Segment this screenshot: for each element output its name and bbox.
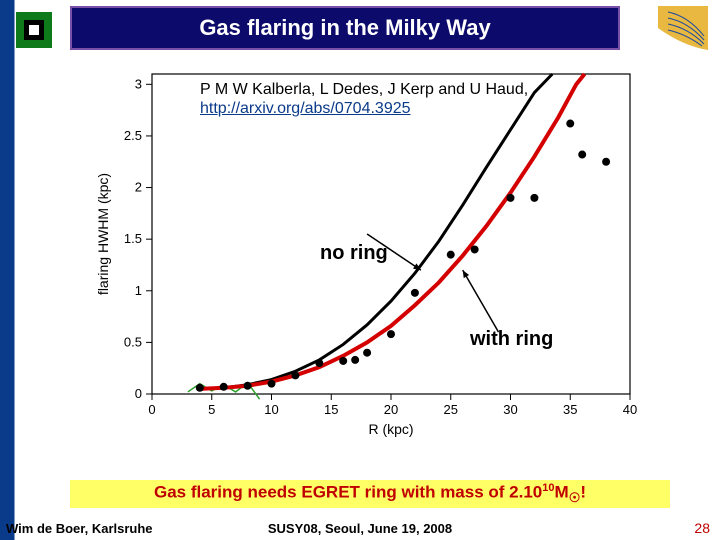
svg-text:30: 30 xyxy=(503,402,517,417)
svg-text:1: 1 xyxy=(135,283,142,298)
svg-text:10: 10 xyxy=(264,402,278,417)
svg-text:1.5: 1.5 xyxy=(124,231,142,246)
svg-text:2: 2 xyxy=(135,180,142,195)
caption-text: Gas flaring needs EGRET ring with mass o… xyxy=(154,482,586,506)
svg-text:0: 0 xyxy=(148,402,155,417)
svg-text:35: 35 xyxy=(563,402,577,417)
svg-text:25: 25 xyxy=(444,402,458,417)
slide-logo xyxy=(12,8,56,52)
annotation-no-ring: no ring xyxy=(320,242,388,265)
svg-text:40: 40 xyxy=(623,402,637,417)
slide-title: Gas flaring in the Milky Way xyxy=(70,6,620,50)
title-text: Gas flaring in the Milky Way xyxy=(199,15,490,41)
page-number: 28 xyxy=(694,520,710,536)
cms-badge xyxy=(658,6,708,50)
svg-text:20: 20 xyxy=(384,402,398,417)
svg-text:flaring HWHM (kpc): flaring HWHM (kpc) xyxy=(95,173,111,295)
flaring-chart: 0 5 10 15 20 25 30 35 40 0 0.5 1 1.5 2 2.5 3 R (kpc) flar… xyxy=(90,60,650,440)
citation-block: P M W Kalberla, L Dedes, J Kerp and U Ha… xyxy=(200,80,528,118)
svg-text:0: 0 xyxy=(135,386,142,401)
footer-conference: SUSY08, Seoul, June 19, 2008 xyxy=(0,521,720,536)
annotation-with-ring: with ring xyxy=(470,328,553,351)
svg-text:3: 3 xyxy=(135,76,142,91)
citation-link[interactable]: http://arxiv.org/abs/0704.3925 xyxy=(200,100,411,117)
svg-text:15: 15 xyxy=(324,402,338,417)
svg-text:0.5: 0.5 xyxy=(124,334,142,349)
caption-bar: Gas flaring needs EGRET ring with mass o… xyxy=(70,480,670,508)
citation-authors: P M W Kalberla, L Dedes, J Kerp and U Ha… xyxy=(200,80,528,99)
svg-text:5: 5 xyxy=(208,402,215,417)
svg-text:R (kpc): R (kpc) xyxy=(368,421,413,437)
svg-text:2.5: 2.5 xyxy=(124,128,142,143)
